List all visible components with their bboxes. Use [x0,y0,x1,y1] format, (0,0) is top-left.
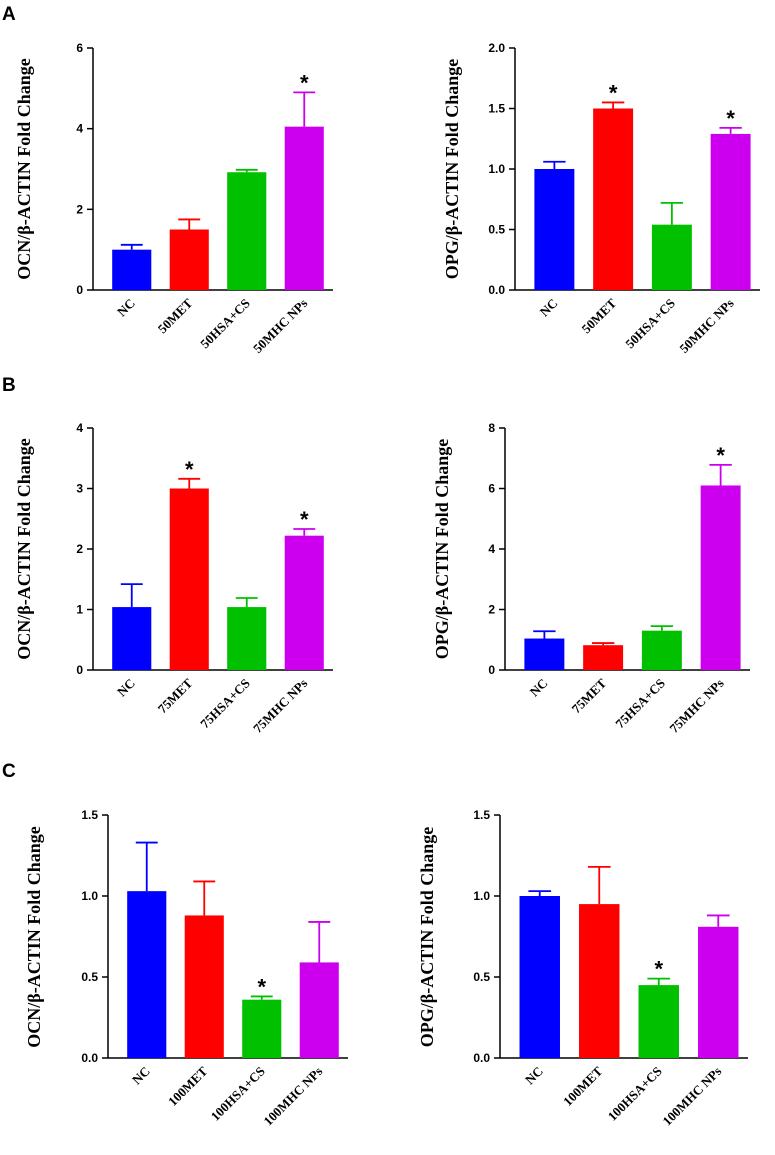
y-tick-label: 2 [488,603,495,617]
y-tick-label: 0.0 [81,1051,98,1065]
category-label: 50MET [155,295,196,336]
bar [112,607,152,670]
y-tick-label: 4 [76,421,83,435]
category-label: 100HSA+CS [208,1064,268,1124]
bar [227,607,267,670]
significance-star: * [726,106,735,131]
y-tick-label: 8 [488,421,495,435]
bar [299,962,339,1058]
bar [524,638,565,670]
bar [700,485,741,670]
panel-letter-a: A [2,4,16,25]
y-tick-label: 1.0 [81,889,98,903]
significance-star: * [609,80,618,105]
category-label: 50MHC NPs [250,296,310,356]
category-label: NC [537,296,561,320]
category-label: NC [114,296,138,320]
bar [651,224,692,290]
category-label: 50MET [578,295,619,336]
y-tick-label: 4 [76,122,83,136]
chart-a-ocn: OCN/β-ACTIN Fold Change 0 2 4 6 NC 50MET 50HSA+… [14,41,333,356]
y-tick-label: 1.0 [473,889,490,903]
y-tick-label: 1 [76,603,83,617]
y-tick-label: 6 [76,41,83,55]
category-label: 75MHC NPs [666,676,726,736]
chart-b-opg: OPG/β-ACTIN Fold Change 0 2 4 6 8 NC 75MET 75HSA… [432,421,750,736]
significance-star: * [300,507,309,532]
significance-star: * [185,457,194,482]
y-tick-label: 0 [488,663,495,677]
chart-c-ocn: OCN/β-ACTIN Fold Change 0.0 0.5 1.0 1.5 NC 100… [24,808,348,1129]
y-tick-label: 1.5 [81,808,98,822]
y-axis-label: OPG/β-ACTIN Fold Change [417,827,437,1048]
y-tick-label: 4 [488,542,495,556]
bar [284,126,324,291]
chart-c-opg: OPG/β-ACTIN Fold Change 0.0 0.5 1.0 1.5 NC 100… [417,808,748,1129]
y-tick-label: 1.5 [473,808,490,822]
y-axis-label: OCN/β-ACTIN Fold Change [14,58,34,280]
bar [184,915,224,1058]
y-tick-label: 0.0 [488,283,505,297]
bar [284,535,324,670]
chart-b-ocn: OCN/β-ACTIN Fold Change 0 1 2 3 4 NC * 75MET 75HS… [14,421,333,736]
y-tick-label: 2.0 [488,41,505,55]
category-label: 50HSA+CS [622,296,678,352]
category-label: NC [522,1064,546,1088]
bar [519,896,560,1058]
y-tick-label: 0 [76,663,83,677]
category-label: 100HSA+CS [605,1064,665,1124]
category-label: 75MET [568,675,609,716]
bar [698,926,739,1058]
significance-star: * [257,974,266,999]
y-tick-label: 1.5 [488,102,505,116]
category-label: 75MET [155,675,196,716]
y-tick-label: 0.5 [488,223,505,237]
panel-letter-b: B [2,375,16,396]
bar [593,108,634,290]
category-label: NC [114,676,138,700]
bar [534,169,575,290]
bar [242,999,282,1058]
category-label: 50MHC NPs [676,296,736,356]
significance-star: * [716,443,725,468]
category-label: 75MHC NPs [250,676,310,736]
category-label: 100MHC NPs [659,1064,724,1129]
y-tick-label: 2 [76,542,83,556]
bar [583,645,624,670]
y-tick-label: 0.5 [473,970,490,984]
category-label: NC [129,1064,153,1088]
bar [227,172,267,290]
y-tick-label: 0 [76,283,83,297]
bar [641,630,682,670]
significance-star: * [300,70,309,95]
y-tick-label: 0.5 [81,970,98,984]
category-label: NC [527,676,551,700]
bar [127,891,167,1058]
y-axis-label: OCN/β-ACTIN Fold Change [24,826,44,1048]
bar [710,133,751,290]
y-tick-label: 1.0 [488,162,505,176]
y-axis-label: OCN/β-ACTIN Fold Change [14,438,34,660]
y-tick-label: 0.0 [473,1051,490,1065]
y-axis-label: OPG/β-ACTIN Fold Change [432,439,452,660]
y-tick-label: 2 [76,202,83,216]
category-label: 100MET [165,1063,211,1109]
category-label: 75HSA+CS [612,676,668,732]
y-axis-label: OPG/β-ACTIN Fold Change [442,59,462,280]
bar [112,249,152,290]
category-label: 100MET [560,1063,606,1109]
category-label: 50HSA+CS [197,296,253,352]
bar [169,488,209,670]
significance-star: * [654,957,663,982]
bar [638,985,679,1058]
bar [169,229,209,290]
y-tick-label: 3 [76,482,83,496]
bar [579,904,620,1058]
y-tick-label: 6 [488,482,495,496]
category-label: 75HSA+CS [197,676,253,732]
chart-a-opg: OPG/β-ACTIN Fold Change 0.0 0.5 1.0 1.5 2.0 NC… [442,41,760,356]
panel-letter-c: C [2,761,16,782]
category-label: 100MHC NPs [260,1064,325,1129]
